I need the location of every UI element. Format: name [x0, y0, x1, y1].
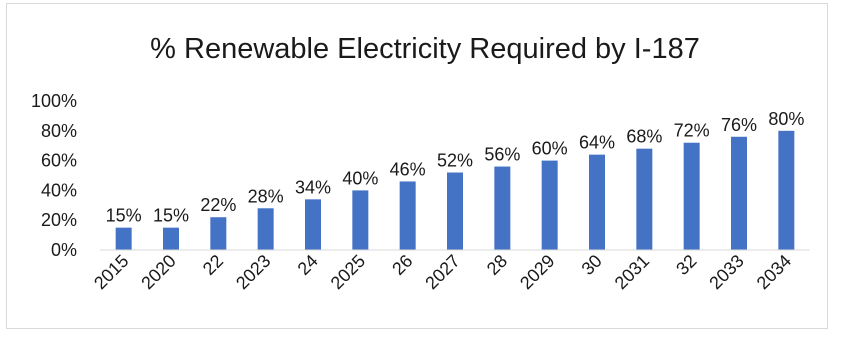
- x-tick-label: 24: [294, 251, 322, 279]
- bars: [115, 130, 795, 250]
- y-tick-label: 40%: [41, 180, 77, 200]
- x-tick-label: 2034: [753, 251, 795, 293]
- data-label: 56%: [484, 145, 520, 165]
- x-tick-label: 22: [199, 251, 227, 279]
- data-label: 46%: [390, 159, 426, 179]
- data-label: 15%: [106, 206, 142, 226]
- data-label: 15%: [153, 206, 189, 226]
- bar: [352, 190, 369, 250]
- x-tick-label: 2029: [516, 251, 558, 293]
- bar: [257, 208, 274, 250]
- data-label: 76%: [721, 115, 757, 135]
- data-label: 60%: [532, 139, 568, 159]
- data-label: 68%: [626, 127, 662, 147]
- y-axis: 0% 20% 40% 60% 80% 100%: [31, 91, 77, 260]
- data-label: 34%: [295, 177, 331, 197]
- bar: [731, 136, 747, 250]
- data-label: 64%: [579, 133, 615, 153]
- y-tick-label: 80%: [41, 121, 77, 141]
- x-tick-label: 32: [672, 251, 700, 279]
- chart-title: % Renewable Electricity Required by I-18…: [150, 33, 700, 65]
- bar: [683, 142, 700, 250]
- data-labels: 15% 15% 22% 28% 34% 40% 46% 52% 56% 60% 64% 68% 72% 7…: [106, 109, 805, 226]
- data-label: 72%: [674, 121, 710, 141]
- y-tick-label: 20%: [41, 210, 77, 230]
- bar: [305, 199, 321, 250]
- y-tick-label: 60%: [41, 151, 77, 171]
- data-label: 28%: [248, 186, 284, 206]
- x-tick-label: 28: [483, 251, 511, 279]
- data-label: 80%: [768, 109, 804, 129]
- bar: [399, 181, 416, 250]
- x-tick-label: 26: [388, 251, 416, 279]
- bar: [115, 227, 132, 250]
- bar: [589, 154, 605, 250]
- x-tick-label: 2027: [421, 251, 463, 293]
- y-tick-label: 100%: [31, 91, 77, 111]
- x-tick-label: 30: [578, 251, 606, 279]
- x-axis: 2015 2020 22 2023 24 2025 26 2027 28 2029 30 2031 32…: [90, 251, 795, 293]
- bar: [163, 227, 179, 250]
- y-tick-label: 0%: [51, 240, 77, 260]
- x-tick-label: 2025: [327, 251, 369, 293]
- x-tick-label: 2033: [705, 251, 747, 293]
- bar: [541, 160, 558, 250]
- x-tick-label: 2015: [90, 251, 132, 293]
- bar: [210, 217, 227, 250]
- data-label: 22%: [200, 195, 236, 215]
- bar: [778, 130, 795, 250]
- bar: [636, 148, 653, 250]
- x-tick-label: 2023: [232, 251, 274, 293]
- data-label: 40%: [342, 168, 378, 188]
- bar: [494, 166, 511, 250]
- data-label: 52%: [437, 151, 473, 171]
- bar: [447, 172, 463, 250]
- x-tick-label: 2031: [611, 251, 653, 293]
- x-tick-label: 2020: [137, 251, 179, 293]
